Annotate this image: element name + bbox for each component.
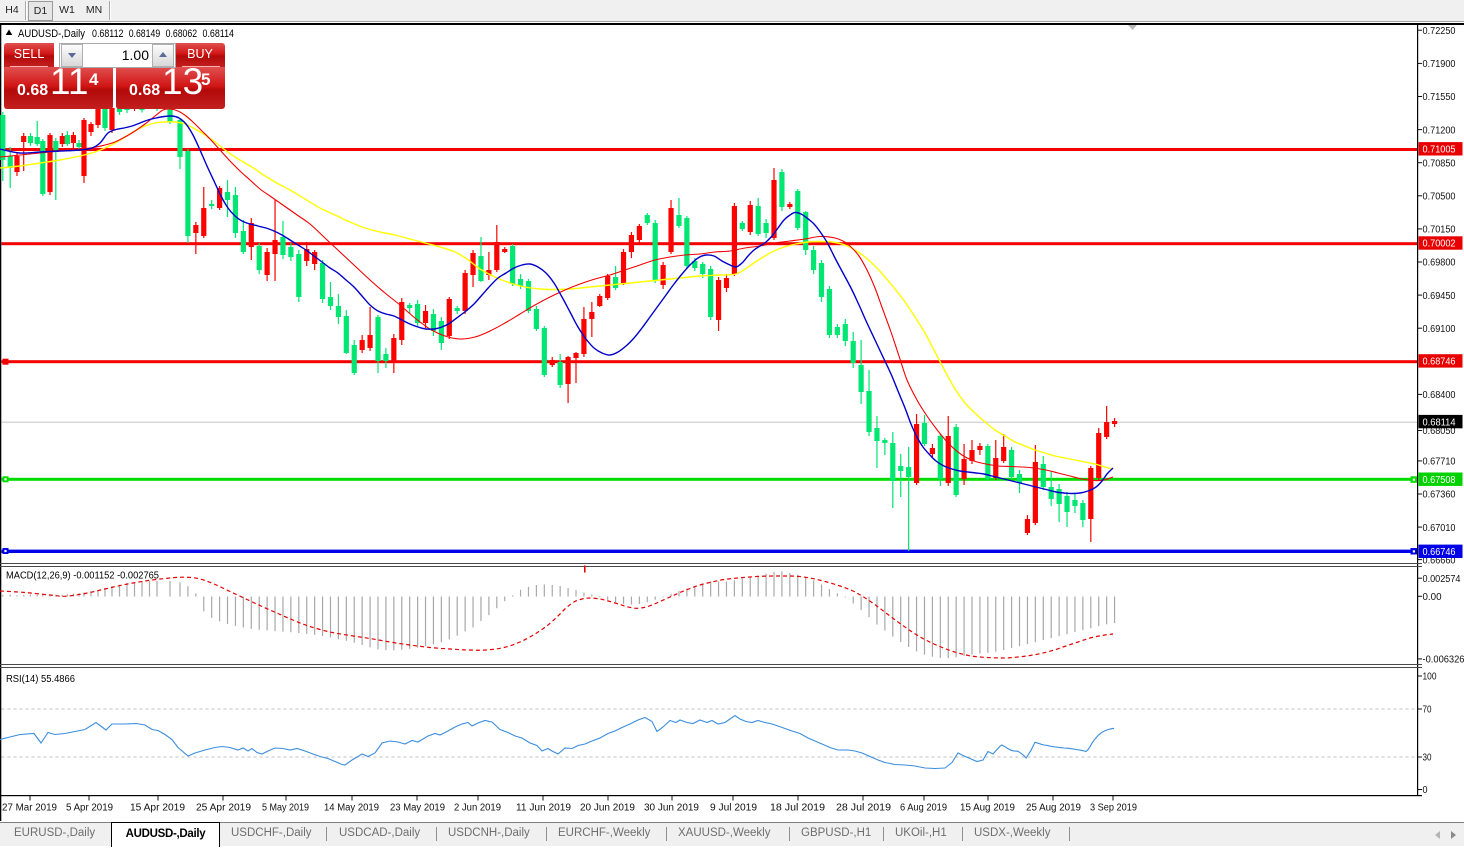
svg-text:0.72250: 0.72250 [1423,26,1456,37]
svg-text:0.67360: 0.67360 [1423,490,1456,501]
svg-text:5 May 2019: 5 May 2019 [262,803,309,814]
svg-text:0.68114: 0.68114 [203,28,235,40]
svg-text:6 Aug 2019: 6 Aug 2019 [900,803,947,814]
svg-text:0: 0 [1423,785,1428,796]
svg-text:0.67710: 0.67710 [1423,457,1456,468]
svg-text:20 Jun 2019: 20 Jun 2019 [580,803,635,814]
svg-text:0.71550: 0.71550 [1423,92,1456,103]
svg-text:30: 30 [1423,753,1432,764]
svg-text:0.69100: 0.69100 [1423,324,1456,335]
svg-text:0.68149: 0.68149 [129,28,161,40]
svg-text:0.00: 0.00 [1423,592,1442,603]
svg-text:0.002574: 0.002574 [1423,574,1461,585]
svg-text:0.68112: 0.68112 [92,28,124,40]
svg-text:15 Apr 2019: 15 Apr 2019 [130,803,185,814]
svg-text:28 Jul 2019: 28 Jul 2019 [836,803,891,814]
svg-text:0.71900: 0.71900 [1423,59,1456,70]
svg-text:0.68114: 0.68114 [1423,417,1456,428]
svg-text:0.67010: 0.67010 [1423,523,1456,534]
svg-text:3 Sep 2019: 3 Sep 2019 [1090,803,1137,814]
svg-text:0.71005: 0.71005 [1423,145,1456,156]
svg-text:15 Aug 2019: 15 Aug 2019 [960,803,1015,814]
svg-text:25 Aug 2019: 25 Aug 2019 [1026,803,1081,814]
svg-text:11 Jun 2019: 11 Jun 2019 [516,803,571,814]
svg-text:-0.006326: -0.006326 [1423,655,1464,666]
svg-text:30 Jun 2019: 30 Jun 2019 [644,803,699,814]
svg-text:23 May 2019: 23 May 2019 [390,803,445,814]
svg-text:25 Apr 2019: 25 Apr 2019 [196,803,251,814]
svg-text:27 Mar 2019: 27 Mar 2019 [2,803,57,814]
svg-text:70: 70 [1423,705,1432,716]
svg-text:0.68400: 0.68400 [1423,390,1456,401]
svg-text:MACD(12,26,9) -0.001152 -0.002: MACD(12,26,9) -0.001152 -0.002765 [6,571,159,582]
svg-text:0.70850: 0.70850 [1423,158,1456,169]
svg-text:AUDUSD-,Daily: AUDUSD-,Daily [18,28,86,40]
svg-text:2 Jun 2019: 2 Jun 2019 [454,803,501,814]
svg-text:14 May 2019: 14 May 2019 [324,803,379,814]
svg-text:9 Jul 2019: 9 Jul 2019 [710,803,757,814]
svg-text:0.69450: 0.69450 [1423,291,1456,302]
svg-text:0.70002: 0.70002 [1423,239,1456,250]
svg-text:0.69800: 0.69800 [1423,258,1456,269]
svg-text:100: 100 [1423,672,1437,683]
svg-text:0.67508: 0.67508 [1423,475,1456,486]
svg-text:0.68746: 0.68746 [1423,357,1456,368]
svg-text:18 Jul 2019: 18 Jul 2019 [770,803,825,814]
svg-text:0.70150: 0.70150 [1423,225,1456,236]
svg-text:RSI(14) 55.4866: RSI(14) 55.4866 [6,674,75,685]
svg-text:5 Apr 2019: 5 Apr 2019 [66,803,113,814]
svg-text:0.68062: 0.68062 [166,28,198,40]
svg-text:0.71200: 0.71200 [1423,125,1456,136]
svg-text:0.66746: 0.66746 [1423,547,1456,558]
svg-text:0.70500: 0.70500 [1423,192,1456,203]
